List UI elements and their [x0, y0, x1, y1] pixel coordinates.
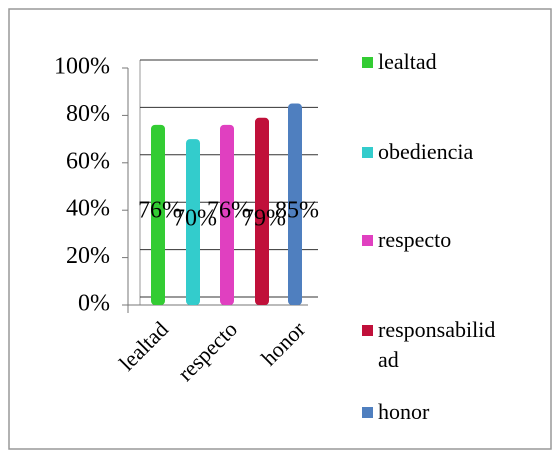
y-tick-label: 80%	[66, 101, 110, 127]
data-label: 79%	[242, 206, 286, 232]
legend-swatch	[362, 325, 373, 336]
legend-swatch	[362, 407, 373, 418]
legend-swatch	[362, 235, 373, 246]
y-tick-label: 0%	[78, 291, 110, 317]
bar	[288, 103, 302, 305]
data-label: 85%	[275, 198, 319, 224]
legend-label: honor	[378, 399, 430, 424]
bar	[220, 124, 234, 305]
bar	[255, 117, 269, 306]
y-tick-label: 60%	[66, 148, 110, 174]
legend-label: obediencia	[378, 139, 474, 164]
bar	[151, 124, 165, 305]
legend-swatch	[362, 57, 373, 68]
data-label: 76%	[207, 198, 251, 224]
legend-swatch	[362, 147, 373, 158]
y-tick-label: 40%	[66, 196, 110, 222]
data-label: 76%	[138, 198, 182, 224]
bar	[186, 139, 200, 305]
frame	[8, 8, 552, 450]
y-tick-label: 100%	[54, 54, 110, 80]
legend-label: lealtad	[378, 49, 437, 74]
data-label: 70%	[173, 206, 217, 232]
legend-label: responsabilidad	[378, 317, 496, 372]
legend-label: respecto	[378, 227, 452, 252]
y-tick-label: 20%	[66, 243, 110, 269]
